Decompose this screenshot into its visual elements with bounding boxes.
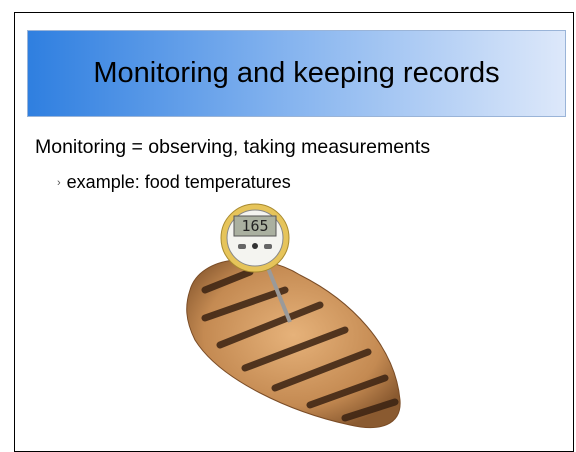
title-bar: Monitoring and keeping records — [27, 30, 566, 117]
bullet-row: › example: food temperatures — [57, 172, 291, 193]
thermometer-display: 165 — [241, 217, 268, 235]
body-text: Monitoring = observing, taking measureme… — [35, 136, 431, 158]
bullet-text: example: food temperatures — [66, 172, 291, 192]
slide-title: Monitoring and keeping records — [93, 57, 500, 89]
bullet-marker: › — [57, 177, 61, 190]
thermometer: 165 — [220, 203, 292, 323]
food-illustration: 165 — [186, 203, 401, 429]
chicken-breast — [186, 258, 401, 429]
page: Monitoring and keeping records Monitorin… — [14, 12, 574, 452]
